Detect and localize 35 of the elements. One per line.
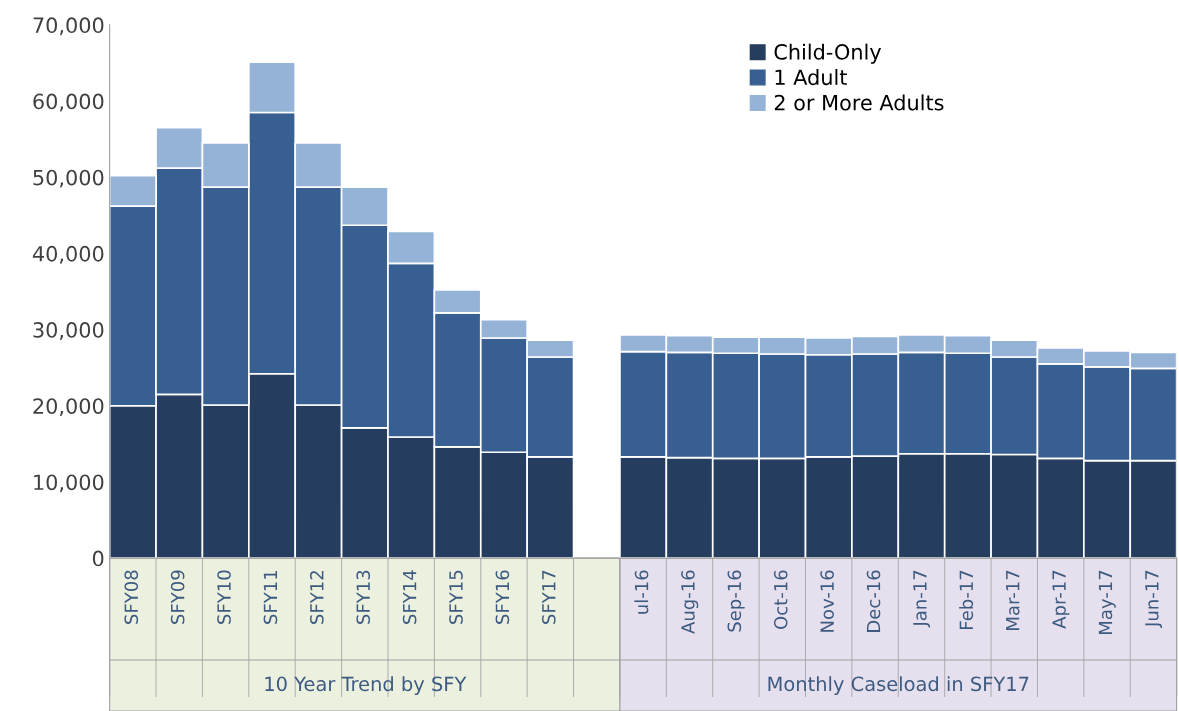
x-tick-label: Dec-16: [866, 570, 881, 632]
x-tick-label: Nov-16: [820, 570, 834, 632]
legend-label: 2 or More Adults: [774, 94, 944, 111]
x-tick-label: SFY14: [402, 570, 417, 624]
y-tick-label: 10,000: [34, 474, 104, 493]
x-tick-label: SFY08: [124, 570, 139, 624]
x-tick-label: ul-16: [634, 570, 649, 614]
y-tick-label: 40,000: [32, 245, 104, 264]
x-tick-label: SFY12: [309, 571, 324, 624]
x-tick-label: May-17: [1098, 570, 1116, 634]
y-tick-label: 20,000: [33, 398, 104, 417]
y-tick-label: 60,000: [33, 93, 104, 112]
x-tick-label: SFY17: [541, 570, 556, 624]
x-tick-label: SFY10: [217, 570, 231, 624]
x-tick-label: Oct-16: [773, 570, 788, 629]
x-tick-label: SFY11: [263, 570, 278, 624]
text: Monthly Caseload in SFY17: [768, 676, 1029, 695]
x-tick-label: Mar-17: [1006, 570, 1020, 630]
text: 10 Year Trend by SFY: [265, 676, 467, 695]
legend-label: Child-Only: [774, 43, 882, 64]
x-tick-label: SFY16: [495, 570, 510, 624]
x-tick-label: SFY13: [356, 570, 371, 624]
x-tick-label: Sep-16: [727, 570, 745, 632]
y-tick-label: 30,000: [33, 322, 104, 340]
x-tick-label: Feb-17: [959, 570, 974, 629]
legend-label: 1 Adult: [775, 69, 847, 86]
x-tick-label: Jan-17: [913, 570, 931, 628]
y-tick-label: 50,000: [33, 169, 104, 188]
x-tick-label: Aug-16: [681, 570, 699, 634]
x-tick-label: SFY15: [449, 570, 463, 624]
y-tick-label: 0: [92, 550, 104, 567]
x-tick-label: Jun-17: [1145, 570, 1163, 628]
x-tick-label: SFY09: [170, 570, 185, 624]
x-tick-label: Apr-17: [1052, 570, 1070, 629]
y-tick-label: 70,000: [33, 17, 104, 36]
